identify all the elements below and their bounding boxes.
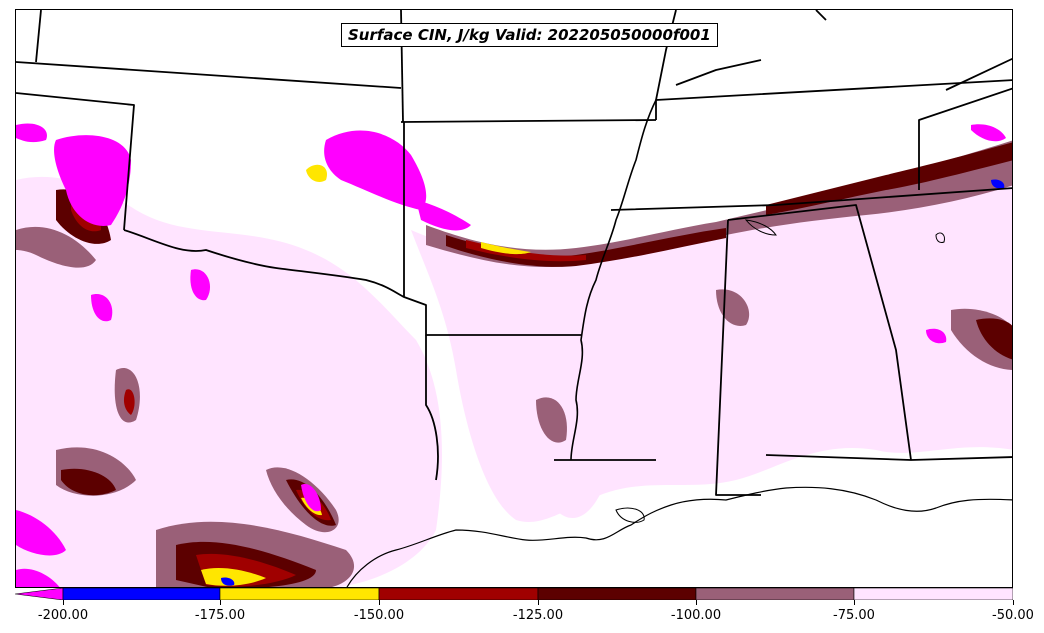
cin-field-magenta bbox=[16, 123, 1006, 587]
colorbar-tick bbox=[1013, 600, 1014, 605]
colorbar-segment bbox=[62, 588, 221, 600]
colorbar-segment bbox=[219, 588, 380, 600]
colorbar-tick bbox=[220, 600, 221, 605]
colorbar bbox=[15, 588, 1013, 600]
lakes bbox=[615, 219, 945, 523]
colorbar-tick-label: -50.00 bbox=[992, 608, 1034, 623]
colorbar-segment bbox=[537, 588, 697, 600]
colorbar-segment bbox=[853, 588, 1013, 600]
colorbar-tick-label: -175.00 bbox=[194, 608, 246, 623]
colorbar-tick-label: -150.00 bbox=[353, 608, 405, 623]
gulf-coastline bbox=[346, 486, 1012, 587]
colorbar-extension-min bbox=[15, 588, 64, 600]
colorbar-tick-label: -125.00 bbox=[512, 608, 564, 623]
colorbar-segment bbox=[378, 588, 539, 600]
colorbar-tick-label: -75.00 bbox=[833, 608, 875, 623]
colorbar-tick bbox=[379, 600, 380, 605]
cin-field-very-light bbox=[16, 150, 1012, 587]
colorbar-tick-label: -100.00 bbox=[670, 608, 722, 623]
colorbar-segment bbox=[695, 588, 855, 600]
colorbar-tick bbox=[538, 600, 539, 605]
cin-contour-map bbox=[16, 10, 1012, 587]
colorbar-tick bbox=[854, 600, 855, 605]
colorbar-tick bbox=[696, 600, 697, 605]
mississippi-river bbox=[570, 99, 657, 461]
map-panel: Surface CIN, J/kg Valid: 202205050000f00… bbox=[15, 9, 1013, 588]
colorbar-tick bbox=[63, 600, 64, 605]
map-title: Surface CIN, J/kg Valid: 202205050000f00… bbox=[341, 23, 718, 47]
colorbar-tick-label: -200.00 bbox=[37, 608, 89, 623]
state-boundaries bbox=[16, 10, 1012, 496]
